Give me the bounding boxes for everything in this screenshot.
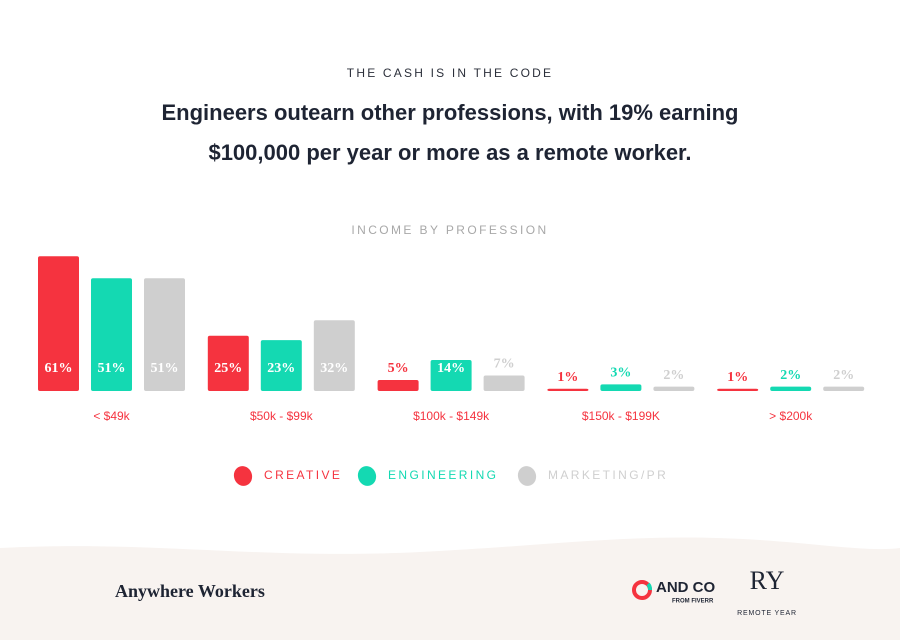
legend: CREATIVE ENGINEERING MARKETING/PR (233, 466, 668, 486)
value-label: 25% (214, 361, 242, 376)
x-tick-label: $100k - $149k (413, 409, 490, 423)
bar (91, 278, 132, 391)
value-label: 1% (557, 370, 578, 385)
legend-swatch (233, 466, 253, 486)
x-tick-label: > $200k (769, 409, 813, 423)
value-label: 1% (727, 370, 748, 385)
bar (823, 386, 865, 391)
value-label: 61% (45, 361, 73, 376)
value-label: 2% (663, 368, 684, 383)
logo-accent (646, 582, 653, 591)
value-label: 3% (610, 366, 631, 381)
bar (430, 360, 472, 391)
andco-logo: AND CO FROM FIVERR (632, 579, 715, 605)
legend-swatch (357, 466, 377, 486)
value-label: 32% (320, 361, 348, 376)
bar (483, 375, 525, 391)
bar (260, 340, 302, 391)
brand: Anywhere Workers (115, 581, 265, 601)
logo-text: AND CO (656, 579, 715, 596)
chart-title: $100,000 per year or more as a remote wo… (208, 140, 691, 165)
value-label: 7% (494, 357, 515, 372)
bar (144, 278, 185, 391)
bar (313, 320, 355, 391)
plot: < $49k 61% 51% 51% $50k - $99k 25% 23% 32% $100k… (38, 256, 865, 423)
x-tick-label: $150k - $199K (582, 409, 660, 423)
logo-subtext: REMOTE YEAR (737, 610, 797, 617)
kicker: THE CASH IS IN THE CODE (347, 66, 553, 80)
logo-mark: RY (750, 566, 785, 595)
legend-label: CREATIVE (264, 468, 342, 482)
value-label: 14% (437, 361, 465, 376)
bar (717, 388, 759, 391)
value-label: 2% (780, 368, 801, 383)
bar (38, 256, 79, 391)
bar (547, 388, 589, 391)
chart-title: Engineers outearn other professions, wit… (161, 100, 738, 125)
bar (377, 379, 419, 391)
value-label: 51% (98, 361, 126, 376)
bar (770, 386, 812, 391)
x-tick-label: $50k - $99k (250, 409, 314, 423)
legend-swatch (517, 466, 537, 486)
value-label: 5% (388, 361, 409, 376)
footer-band (0, 537, 900, 640)
value-label: 51% (151, 361, 179, 376)
value-label: 23% (267, 361, 295, 376)
legend-label: MARKETING/PR (548, 468, 668, 482)
legend-label: ENGINEERING (388, 468, 498, 482)
bar (600, 384, 642, 391)
value-label: 2% (833, 368, 854, 383)
bar (653, 386, 695, 391)
x-tick-label: < $49k (93, 409, 130, 423)
remoteyear-logo: RY REMOTE YEAR (737, 566, 797, 617)
chart-subtitle: INCOME BY PROFESSION (351, 223, 548, 237)
logo-subtext: FROM FIVERR (672, 599, 714, 605)
bar (207, 335, 249, 391)
